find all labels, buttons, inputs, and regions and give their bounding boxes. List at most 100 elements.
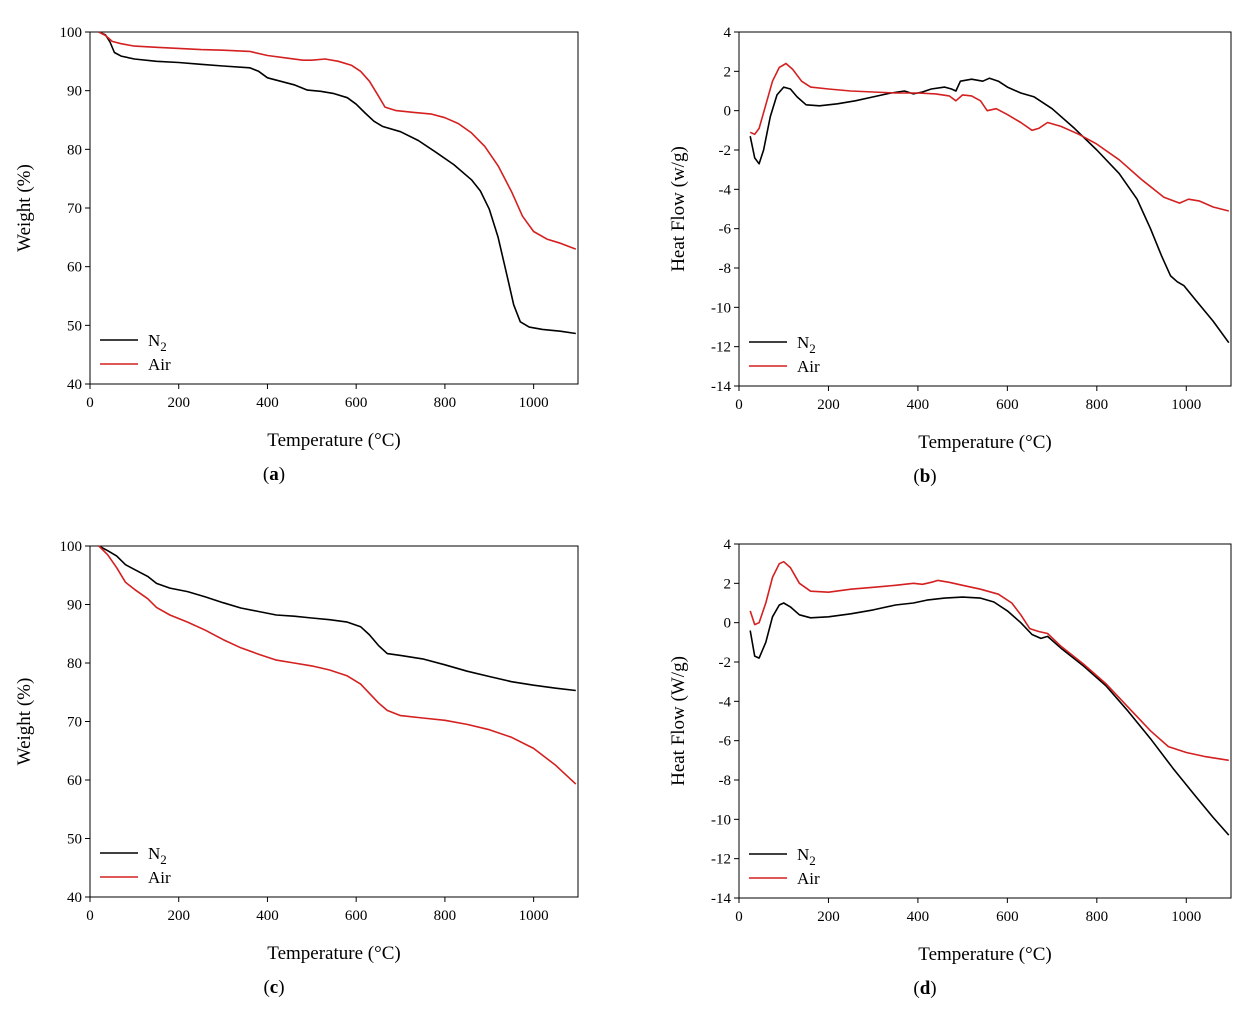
x-tick-label: 600: [345, 908, 368, 924]
y-tick-label: -12: [711, 852, 731, 868]
y-tick-label: 0: [724, 616, 732, 632]
x-tick-label: 600: [996, 909, 1019, 925]
series-line-n2: [98, 545, 576, 692]
y-tick-label: -8: [719, 261, 732, 277]
x-tick-label: 800: [1086, 909, 1109, 925]
x-axis-label: Temperature (°C): [267, 430, 400, 451]
y-tick-label: -14: [711, 891, 731, 907]
caption-open-paren: (: [263, 977, 269, 998]
caption-close-paren: ): [278, 977, 284, 998]
y-tick-label: 50: [67, 832, 82, 848]
caption-close-paren: ): [930, 978, 936, 999]
x-tick-label: 200: [167, 395, 190, 411]
x-tick-label: 1000: [519, 908, 549, 924]
y-tick-label: 2: [724, 64, 732, 80]
plot-frame: [89, 545, 579, 898]
x-axis-label: Temperature (°C): [918, 432, 1051, 453]
legend-label-subscript: 2: [809, 853, 816, 868]
y-tick-label: -2: [719, 655, 732, 671]
x-tick-label: 600: [345, 395, 368, 411]
legend-label-main: N: [148, 844, 160, 863]
x-tick-label: 0: [735, 397, 743, 413]
y-tick-label: 50: [67, 318, 82, 334]
tga-weight-chart-a: 0 200 400 600 800 1000 40 50 60 70 80 90 100 Temperat…: [14, 25, 579, 485]
series-line-air: [749, 560, 1229, 762]
caption-open-paren: (: [263, 464, 269, 485]
chart-panel-d: 0 200 400 600 800 1000 -14 -12 -10 -8 -6 -4 -2 0 2 4 Tem…: [640, 510, 1257, 1010]
legend-label: N2: [148, 844, 167, 867]
y-tick-label: 60: [67, 260, 82, 276]
x-tick-label: 800: [434, 395, 457, 411]
legend-label-main: N: [797, 333, 809, 352]
plot-frame: [89, 31, 579, 385]
y-tick-label: -10: [711, 812, 731, 828]
plot-frame: [738, 543, 1232, 899]
legend-label: Air: [797, 357, 820, 376]
legend-label-subscript: 2: [809, 341, 816, 356]
chart-panel-b: 0 200 400 600 800 1000 -14 -12 -10 -8 -6 -4 -2 0 2 4 Tem…: [640, 0, 1257, 500]
y-tick-label: 0: [724, 104, 732, 120]
x-tick-label: 1000: [519, 395, 549, 411]
x-tick-label: 200: [167, 908, 190, 924]
y-tick-label: -6: [719, 222, 732, 238]
y-tick-label: -14: [711, 379, 731, 395]
y-tick-label: 100: [60, 539, 83, 555]
y-tick-label: 4: [724, 25, 732, 41]
x-tick-label: 800: [434, 908, 457, 924]
y-tick-label: 40: [67, 890, 82, 906]
y-tick-label: -4: [719, 182, 732, 198]
y-tick-label: 2: [724, 576, 732, 592]
x-tick-label: 200: [817, 397, 840, 413]
x-axis-label: Temperature (°C): [918, 944, 1051, 965]
tga-weight-chart-c: 0 200 400 600 800 1000 40 50 60 70 80 90 100 Temperat…: [14, 539, 579, 998]
series-line-air: [98, 31, 577, 250]
panel-caption: (b): [913, 466, 936, 487]
x-tick-label: 400: [907, 397, 930, 413]
caption-open-paren: (: [913, 466, 919, 487]
x-tick-label: 1000: [1171, 909, 1201, 925]
y-tick-label: 90: [67, 84, 82, 100]
legend-label: N2: [148, 331, 167, 354]
caption-close-paren: ): [930, 466, 936, 487]
legend-label-subscript: 2: [160, 339, 167, 354]
series-line-air: [749, 62, 1229, 212]
dsc-heat-flow-chart-b: 0 200 400 600 800 1000 -14 -12 -10 -8 -6 -4 -2 0 2 4 Tem…: [668, 25, 1232, 487]
x-tick-label: 0: [735, 909, 743, 925]
y-tick-label: -8: [719, 773, 732, 789]
y-axis-label: Heat Flow (w/g): [668, 146, 689, 272]
x-tick-label: 600: [996, 397, 1019, 413]
legend-label: N2: [797, 845, 816, 868]
y-axis-label: Heat Flow (W/g): [668, 656, 689, 786]
caption-open-paren: (: [913, 978, 919, 999]
x-tick-label: 400: [256, 908, 279, 924]
x-tick-label: 0: [86, 395, 94, 411]
y-tick-label: 70: [67, 715, 82, 731]
x-tick-label: 800: [1086, 397, 1109, 413]
caption-letter: d: [920, 978, 931, 999]
y-tick-label: 100: [60, 25, 83, 41]
y-tick-label: 4: [724, 537, 732, 553]
caption-letter: b: [920, 466, 931, 487]
legend-label: N2: [797, 333, 816, 356]
legend-label-main: N: [797, 845, 809, 864]
y-tick-label: -12: [711, 340, 731, 356]
legend-label: Air: [148, 868, 171, 887]
series-line-n2: [749, 596, 1230, 836]
y-tick-label: -4: [719, 694, 732, 710]
dsc-heat-flow-chart-d: 0 200 400 600 800 1000 -14 -12 -10 -8 -6 -4 -2 0 2 4 Tem…: [668, 537, 1232, 999]
x-axis-label: Temperature (°C): [267, 943, 400, 964]
y-tick-label: -10: [711, 300, 731, 316]
x-tick-label: 400: [256, 395, 279, 411]
y-tick-label: 40: [67, 377, 82, 393]
y-tick-label: 80: [67, 142, 82, 158]
panel-caption: (c): [263, 977, 284, 998]
plot-frame: [738, 31, 1232, 387]
x-tick-label: 200: [817, 909, 840, 925]
legend-label: Air: [797, 869, 820, 888]
chart-panel-c: 0 200 400 600 800 1000 40 50 60 70 80 90 100 Temperat…: [0, 510, 620, 1010]
x-tick-label: 400: [907, 909, 930, 925]
y-tick-label: 60: [67, 773, 82, 789]
panel-caption: (d): [913, 978, 936, 999]
series-line-air: [98, 545, 577, 785]
x-tick-label: 0: [86, 908, 94, 924]
